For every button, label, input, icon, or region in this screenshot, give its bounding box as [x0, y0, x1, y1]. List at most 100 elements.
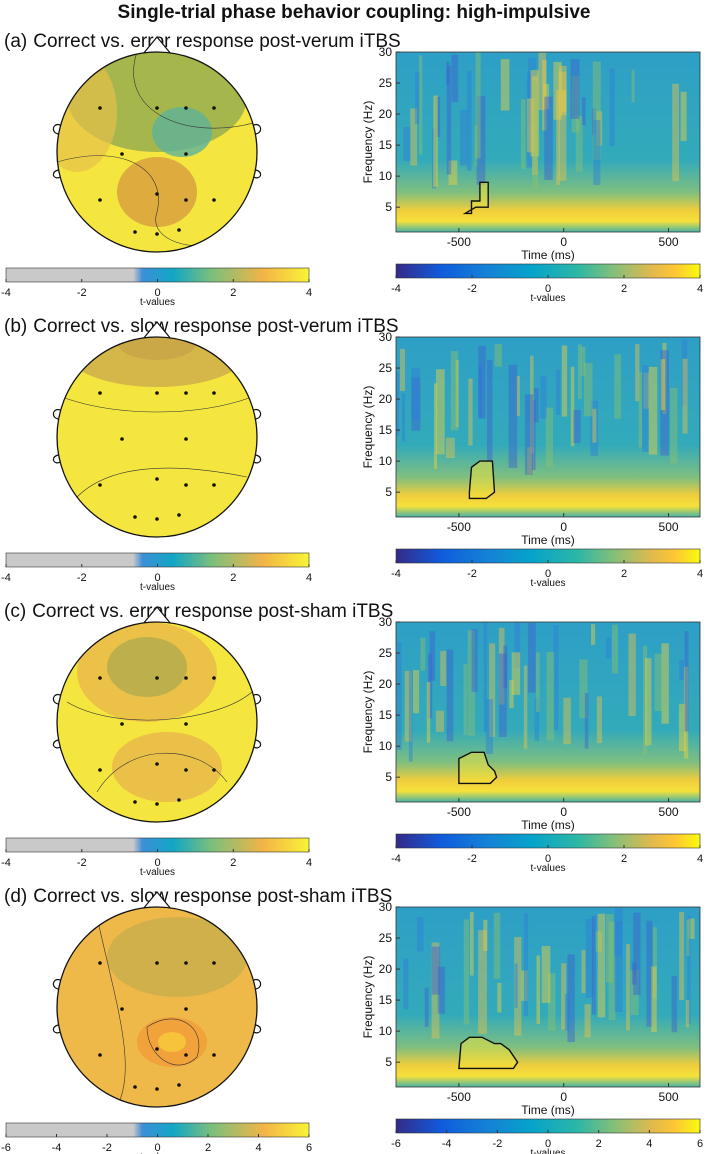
electrode — [98, 483, 102, 487]
tf-texture — [686, 919, 690, 956]
tf-texture — [530, 355, 534, 454]
tf-texture — [508, 364, 518, 468]
tf-texture — [498, 627, 505, 705]
tf-texture — [687, 918, 695, 939]
x-tick-label: 0 — [560, 805, 567, 819]
x-tick-label: 0 — [560, 235, 567, 249]
x-axis-label: Time (ms) — [521, 533, 575, 547]
tf-texture — [483, 622, 487, 733]
tf-texture — [570, 59, 580, 119]
tf-texture — [446, 649, 454, 742]
tf-texture — [468, 378, 473, 446]
colorbar-tick-label: -2 — [77, 287, 87, 299]
electrode — [155, 192, 159, 196]
y-tick-label: 20 — [379, 962, 393, 976]
tf-texture — [424, 987, 429, 1027]
tf-texture — [567, 954, 575, 1043]
tf-texture — [523, 913, 529, 1017]
tf-texture — [648, 366, 658, 455]
electrode — [120, 152, 124, 156]
tf-texture — [435, 369, 445, 455]
tf-texture — [561, 90, 567, 113]
y-tick-label: 10 — [379, 454, 393, 468]
electrode — [98, 391, 102, 395]
colorbar-tick-label: -4 — [391, 283, 401, 295]
y-tick-label: 20 — [379, 107, 393, 121]
electrode — [155, 762, 159, 766]
tf-texture — [460, 110, 468, 166]
colorbar-tick-label: 4 — [306, 287, 312, 299]
tf-texture — [571, 75, 580, 133]
y-tick-label: 20 — [379, 677, 393, 691]
electrode — [184, 1007, 188, 1011]
panel-title: (d) Correct vs. slow response post-sham i… — [4, 886, 392, 907]
y-tick-label: 15 — [379, 993, 393, 1007]
electrode — [155, 802, 159, 806]
tf-texture — [451, 54, 459, 103]
tf-background — [396, 622, 700, 802]
electrode — [120, 437, 124, 441]
electrode — [177, 513, 181, 517]
topo-region — [107, 637, 187, 697]
tf-texture — [433, 383, 438, 469]
tf-texture — [605, 914, 614, 983]
tf-texture — [631, 962, 637, 985]
electrode — [155, 106, 159, 110]
tf-texture — [411, 367, 421, 420]
tf-texture — [469, 912, 474, 976]
colorbar-tick-label: -2 — [102, 1142, 112, 1154]
tf-texture — [547, 973, 556, 1031]
tf-texture — [612, 624, 618, 674]
tf-texture — [561, 345, 568, 417]
topo-region — [152, 107, 212, 157]
y-tick-label: 5 — [385, 200, 392, 214]
colorbar-tick-label: 0 — [154, 857, 160, 869]
tf-texture — [446, 65, 452, 175]
x-axis-label: Time (ms) — [521, 248, 575, 262]
significant-cluster — [458, 751, 498, 785]
nose — [142, 606, 172, 625]
x-tick-label: -500 — [447, 805, 471, 819]
tf-texture — [524, 394, 534, 475]
tf-texture — [476, 95, 486, 185]
tf-texture — [531, 400, 536, 470]
tf-texture — [583, 362, 593, 417]
tf-texture — [670, 387, 678, 464]
tf-texture — [660, 350, 669, 456]
tf-texture — [498, 653, 507, 738]
tf-texture — [471, 629, 478, 692]
plot-frame — [395, 336, 701, 518]
tf-texture — [520, 99, 526, 169]
tf-texture — [638, 371, 643, 448]
electrode — [155, 517, 159, 521]
tf-texture — [555, 369, 561, 415]
tf-texture — [575, 115, 583, 172]
electrode — [212, 391, 216, 395]
electrode — [98, 1053, 102, 1057]
tf-texture — [654, 653, 663, 711]
electrode — [184, 676, 188, 680]
tf-texture — [497, 982, 502, 1013]
tf-texture — [403, 127, 411, 161]
colorbar-tick-label: -2 — [77, 857, 87, 869]
tf-texture — [626, 944, 630, 1031]
tf-texture — [577, 344, 582, 400]
tf-texture — [593, 120, 601, 185]
tf-texture — [500, 59, 510, 111]
tf-texture — [431, 942, 440, 1039]
tf-texture — [643, 372, 649, 409]
tf-texture — [420, 637, 426, 671]
tf-texture — [679, 659, 684, 681]
head-outline — [56, 621, 258, 823]
tf-texture — [475, 52, 481, 159]
x-tick-label: 500 — [659, 805, 679, 819]
plot-frame — [395, 621, 701, 803]
contour — [146, 1018, 200, 1066]
tf-texture — [493, 912, 501, 979]
panel-title: (a) Correct vs. error response post-verum… — [4, 31, 401, 52]
tf-texture — [429, 631, 436, 681]
electrode — [184, 961, 188, 965]
electrode — [155, 961, 159, 965]
nose — [142, 36, 172, 55]
